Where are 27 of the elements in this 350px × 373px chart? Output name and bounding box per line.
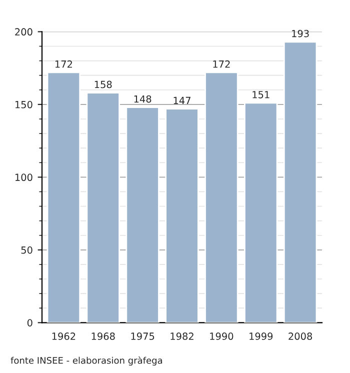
bar (126, 106, 160, 323)
y-tick-label: 150 (15, 100, 32, 108)
bar (244, 102, 278, 323)
data-label: 151 (252, 91, 270, 98)
y-tick-label: 100 (15, 174, 32, 182)
x-tick-label: 1999 (250, 332, 273, 340)
x-tick-label: 1962 (52, 332, 76, 340)
x-tick-label: 1982 (170, 332, 194, 340)
x-tick-label: 1990 (210, 332, 234, 340)
x-tick-label: 1968 (92, 332, 115, 340)
bar (204, 72, 238, 323)
data-label: 172 (55, 60, 72, 68)
y-tick-label: 200 (15, 28, 32, 36)
bar (283, 41, 318, 323)
bar (86, 92, 120, 323)
x-tick-label: 2008 (288, 332, 312, 340)
data-label: 148 (134, 95, 152, 103)
y-tick-label: 0 (27, 319, 32, 326)
data-label: 193 (292, 30, 309, 38)
bar (165, 108, 199, 323)
source-note: fonte INSEE - elaborasion gràfega (10, 356, 162, 366)
bar (46, 72, 81, 323)
y-tick-label: 50 (21, 246, 32, 254)
data-label: 147 (174, 96, 190, 104)
x-tick-label: 1975 (131, 332, 154, 340)
data-label: 172 (213, 60, 230, 68)
data-label: 158 (94, 80, 112, 88)
